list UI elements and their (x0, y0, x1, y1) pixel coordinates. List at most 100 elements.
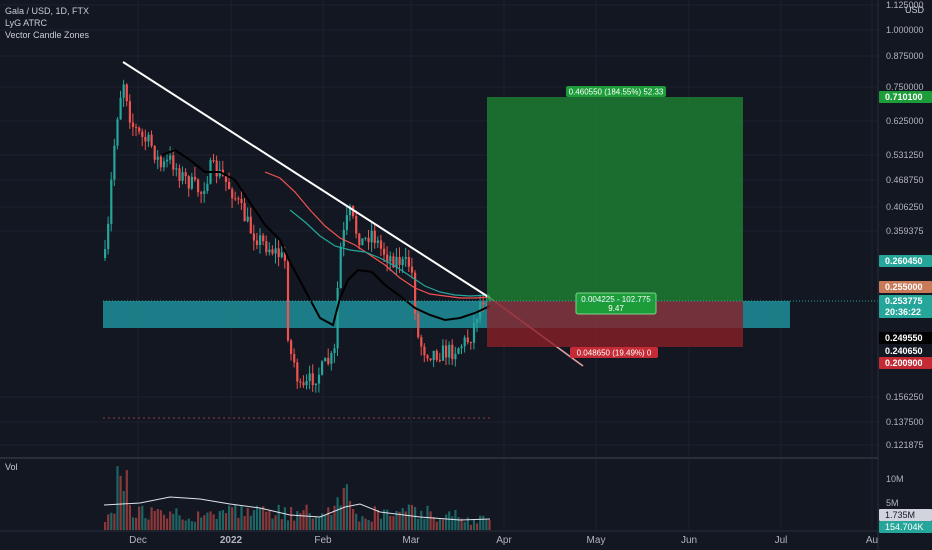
candle-body (469, 342, 472, 344)
candle-body (432, 350, 435, 361)
volume-bar (255, 505, 259, 530)
candle-body (231, 189, 234, 199)
candle-body (330, 353, 333, 364)
volume-bar (249, 515, 252, 530)
candle-body (277, 248, 280, 258)
volume-bar (246, 508, 249, 530)
price-tick-label: 0.531250 (886, 150, 924, 160)
candle-body (215, 160, 218, 177)
candle-body (395, 256, 398, 268)
volume-label-box (879, 509, 932, 521)
long-position-tool[interactable]: 0.460550 (184.55%) 52.33 0.004225 - 102.7… (103, 86, 878, 358)
indicator-vector-zones[interactable]: Vector Candle Zones (5, 30, 90, 40)
candle-body (159, 156, 162, 168)
entry-label-box (575, 292, 657, 315)
candle-body (466, 337, 469, 343)
volume-bar (150, 507, 153, 530)
volume-bar (128, 505, 131, 530)
volume-bar (175, 508, 178, 530)
candle-body (162, 161, 166, 168)
candle-body (485, 303, 488, 305)
candle-body (358, 233, 361, 246)
candle-body (125, 84, 128, 102)
volume-bar (162, 514, 166, 530)
volume-bar (432, 517, 435, 530)
candle-body (463, 337, 466, 347)
candle-body (472, 322, 476, 343)
volume-bar (169, 511, 172, 530)
volume-bar (147, 519, 150, 530)
candle-body (348, 206, 352, 216)
stop-label: 0.048650 (19.49%) 0 (577, 349, 652, 358)
candle-body (367, 237, 370, 243)
volume-bar (119, 475, 122, 530)
indicator-atrc[interactable]: LyG ATRC (5, 18, 48, 28)
candle-body (255, 240, 259, 245)
time-axis[interactable]: Dec 2022 Feb Mar Apr May Jun Jul Au (0, 530, 878, 546)
volume-bar (252, 510, 255, 530)
stop-label-box (570, 347, 658, 358)
price-tick-label: 0.625000 (886, 116, 924, 126)
candle-body (311, 373, 314, 386)
volume-bar (262, 506, 265, 530)
volume-bar (187, 518, 190, 530)
currency-label: USD (904, 5, 924, 15)
candle-body (476, 319, 479, 323)
volume-bar (302, 510, 305, 530)
candle-body (169, 155, 172, 160)
candle-body (376, 240, 379, 243)
candle-body (314, 383, 317, 386)
candle-body (234, 198, 237, 200)
time-tick-label: Feb (314, 535, 332, 546)
candle-body (144, 136, 147, 142)
target-label: 0.460550 (184.55%) 52.33 (569, 88, 664, 97)
candle-body (398, 256, 401, 265)
candle-body (172, 155, 175, 170)
volume-tick-label: 5M (886, 498, 899, 508)
volume-bar (308, 513, 311, 530)
candle-body (308, 373, 311, 382)
volume-bar (305, 504, 308, 530)
volume-bar (482, 515, 485, 530)
candle-body (249, 216, 252, 234)
price-axis[interactable]: 1.125000 1.000000 0.875000 0.750000 0.625000… (877, 0, 932, 550)
volume-bar (373, 506, 376, 530)
price-tick-label: 1.125000 (886, 0, 924, 10)
candle-body (336, 288, 339, 349)
candle-body (451, 344, 454, 360)
candle-body (141, 131, 144, 137)
candle-body (321, 361, 324, 375)
candle-body (224, 175, 228, 183)
volume-bar (274, 515, 277, 530)
volume-bar (476, 523, 479, 530)
candle-body (131, 122, 135, 127)
candle-body (407, 257, 410, 267)
volume-bar (116, 466, 119, 530)
volume-bar (218, 511, 221, 530)
candle-body (339, 246, 342, 289)
volume-bar (339, 505, 342, 530)
candle-body (392, 256, 395, 268)
candle-body (283, 252, 286, 261)
candle-body (383, 248, 386, 255)
volume-bar (200, 517, 203, 530)
volume-bar (435, 521, 438, 530)
volume-bar (451, 516, 454, 530)
volume-bar (215, 518, 218, 530)
symbol-title[interactable]: Gala / USD, 1D, FTX (5, 6, 90, 16)
price-label-box (879, 306, 932, 318)
volume-bar (429, 511, 432, 530)
volume-bar (438, 519, 441, 530)
moving-average-lines (161, 148, 491, 327)
volume-bar (324, 514, 327, 530)
candle-body (317, 374, 321, 384)
candle-body (373, 230, 376, 243)
volume-bar (280, 519, 283, 530)
candle-body (138, 127, 141, 132)
volume-bar (203, 515, 206, 530)
entry-label-line1: 0.004225 - 102.775 (581, 295, 651, 304)
candle-body (457, 348, 460, 354)
candle-body (212, 160, 215, 162)
volume-label: Vol (5, 462, 18, 472)
